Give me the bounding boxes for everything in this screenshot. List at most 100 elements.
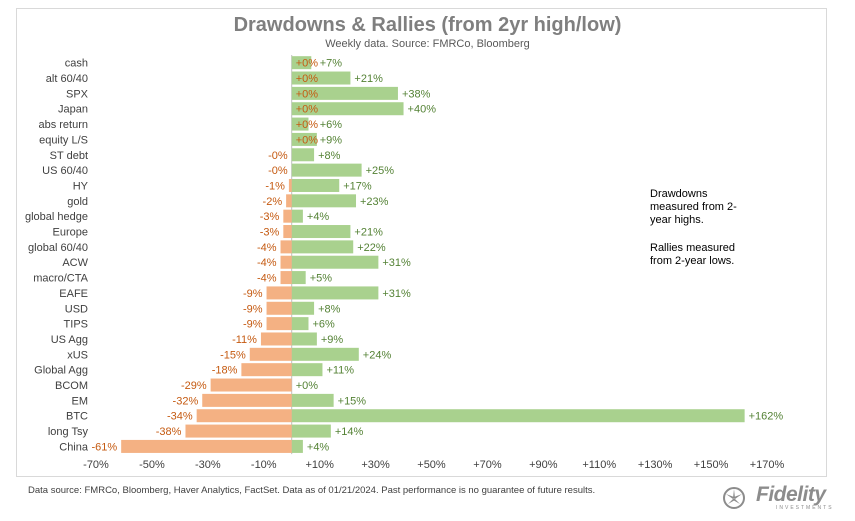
fidelity-logo-text: Fidelity: [756, 483, 826, 506]
drawdown-bar: [266, 286, 292, 300]
rally-label: +40%: [408, 104, 437, 116]
rally-bar: [291, 393, 334, 407]
category-label: cash: [65, 58, 88, 70]
drawdown-label: -61%: [91, 441, 117, 453]
rally-label: +21%: [354, 73, 383, 85]
drawdowns-note-line: Drawdowns: [650, 188, 708, 200]
drawdown-label: -4%: [257, 242, 277, 254]
rally-label: +6%: [312, 319, 335, 331]
rally-bar: [291, 86, 398, 100]
drawdowns-note-line: measured from 2-: [650, 201, 737, 213]
drawdown-label: -4%: [257, 273, 277, 285]
drawdown-bar: [283, 225, 292, 239]
drawdown-label: -11%: [232, 334, 257, 346]
rally-label: +14%: [335, 426, 364, 438]
rally-label: +6%: [320, 119, 343, 131]
drawdown-label: +0%: [296, 104, 319, 116]
category-label: SPX: [66, 88, 89, 100]
drawdown-label: +0%: [296, 134, 319, 146]
rally-bar: [291, 424, 331, 438]
category-label: BCOM: [55, 380, 88, 392]
drawdown-bar: [286, 194, 292, 208]
drawdown-label: -3%: [260, 227, 280, 239]
category-label: US 60/40: [42, 165, 88, 177]
category-label: global 60/40: [28, 242, 88, 254]
rally-bar: [291, 332, 317, 346]
category-label: xUS: [67, 349, 88, 361]
rally-bar: [291, 286, 379, 300]
rally-bar: [291, 102, 404, 116]
fidelity-logo-mark: [723, 487, 745, 509]
category-label: macro/CTA: [33, 273, 88, 285]
category-label: USD: [65, 303, 88, 315]
drawdown-bar: [266, 301, 292, 315]
category-label: HY: [73, 180, 89, 192]
rally-bar: [291, 317, 309, 331]
drawdown-label: +0%: [296, 119, 319, 131]
rallies-note-line: from 2-year lows.: [650, 255, 735, 267]
rally-label: +24%: [363, 349, 392, 361]
category-label: equity L/S: [39, 134, 88, 146]
x-tick-label: -10%: [251, 459, 277, 471]
drawdown-label: -9%: [243, 319, 263, 331]
category-label: ACW: [62, 257, 88, 269]
rally-bar: [291, 194, 357, 208]
rally-bar: [291, 240, 354, 254]
drawdown-label: -38%: [156, 426, 182, 438]
category-label: Global Agg: [34, 365, 88, 377]
x-tick-label: -30%: [195, 459, 221, 471]
rally-label: +7%: [320, 58, 343, 70]
rally-bar: [291, 347, 359, 361]
x-tick-label: +170%: [750, 459, 785, 471]
x-tick-label: +150%: [694, 459, 729, 471]
x-tick-label: -50%: [139, 459, 165, 471]
rally-bar: [291, 209, 303, 223]
rally-bar: [291, 255, 379, 269]
x-tick-label: +70%: [473, 459, 502, 471]
drawdown-label: -0%: [268, 165, 288, 177]
category-label: abs return: [38, 119, 88, 131]
drawdown-bar: [260, 332, 292, 346]
drawdown-bar: [280, 271, 292, 285]
drawdown-label: -34%: [167, 411, 193, 423]
drawdown-bar: [196, 409, 292, 423]
rallies-note: Rallies measured from 2-year lows.: [650, 242, 770, 268]
x-tick-label: +110%: [582, 459, 616, 471]
rally-label: +162%: [749, 411, 784, 423]
drawdown-label: -15%: [220, 349, 246, 361]
category-label: China: [59, 441, 89, 453]
x-tick-label: +90%: [529, 459, 558, 471]
drawdowns-note-line: year highs.: [650, 214, 704, 226]
category-label: EM: [72, 395, 89, 407]
rally-label: +9%: [321, 334, 344, 346]
category-label: long Tsy: [48, 426, 89, 438]
x-tick-label: +50%: [417, 459, 446, 471]
rally-label: +38%: [402, 88, 431, 100]
category-label: global hedge: [25, 211, 88, 223]
category-label: Europe: [53, 227, 88, 239]
category-label: EAFE: [59, 288, 88, 300]
rally-bar: [291, 225, 351, 239]
drawdown-bar: [283, 209, 292, 223]
category-label: gold: [67, 196, 88, 208]
drawdown-label: -9%: [243, 303, 263, 315]
drawdown-bar: [185, 424, 292, 438]
category-label: BTC: [66, 411, 88, 423]
drawdown-bar: [241, 363, 292, 377]
drawdown-label: -9%: [243, 288, 263, 300]
rally-label: +9%: [320, 134, 343, 146]
chart-subtitle: Weekly data. Source: FMRCo, Bloomberg: [325, 38, 530, 50]
drawdown-label: -0%: [268, 150, 288, 162]
drawdown-label: -2%: [263, 196, 283, 208]
category-label: alt 60/40: [46, 73, 88, 85]
category-label: US Agg: [51, 334, 88, 346]
drawdown-label: -4%: [257, 257, 277, 269]
rally-bar: [291, 363, 323, 377]
rally-label: +4%: [307, 211, 330, 223]
rally-bar: [291, 178, 340, 192]
drawdown-bar: [249, 347, 292, 361]
drawdown-bar: [266, 317, 292, 331]
rally-label: +31%: [382, 257, 411, 269]
drawdowns-note: Drawdowns measured from 2- year highs.: [650, 188, 770, 227]
rally-label: +15%: [338, 395, 367, 407]
